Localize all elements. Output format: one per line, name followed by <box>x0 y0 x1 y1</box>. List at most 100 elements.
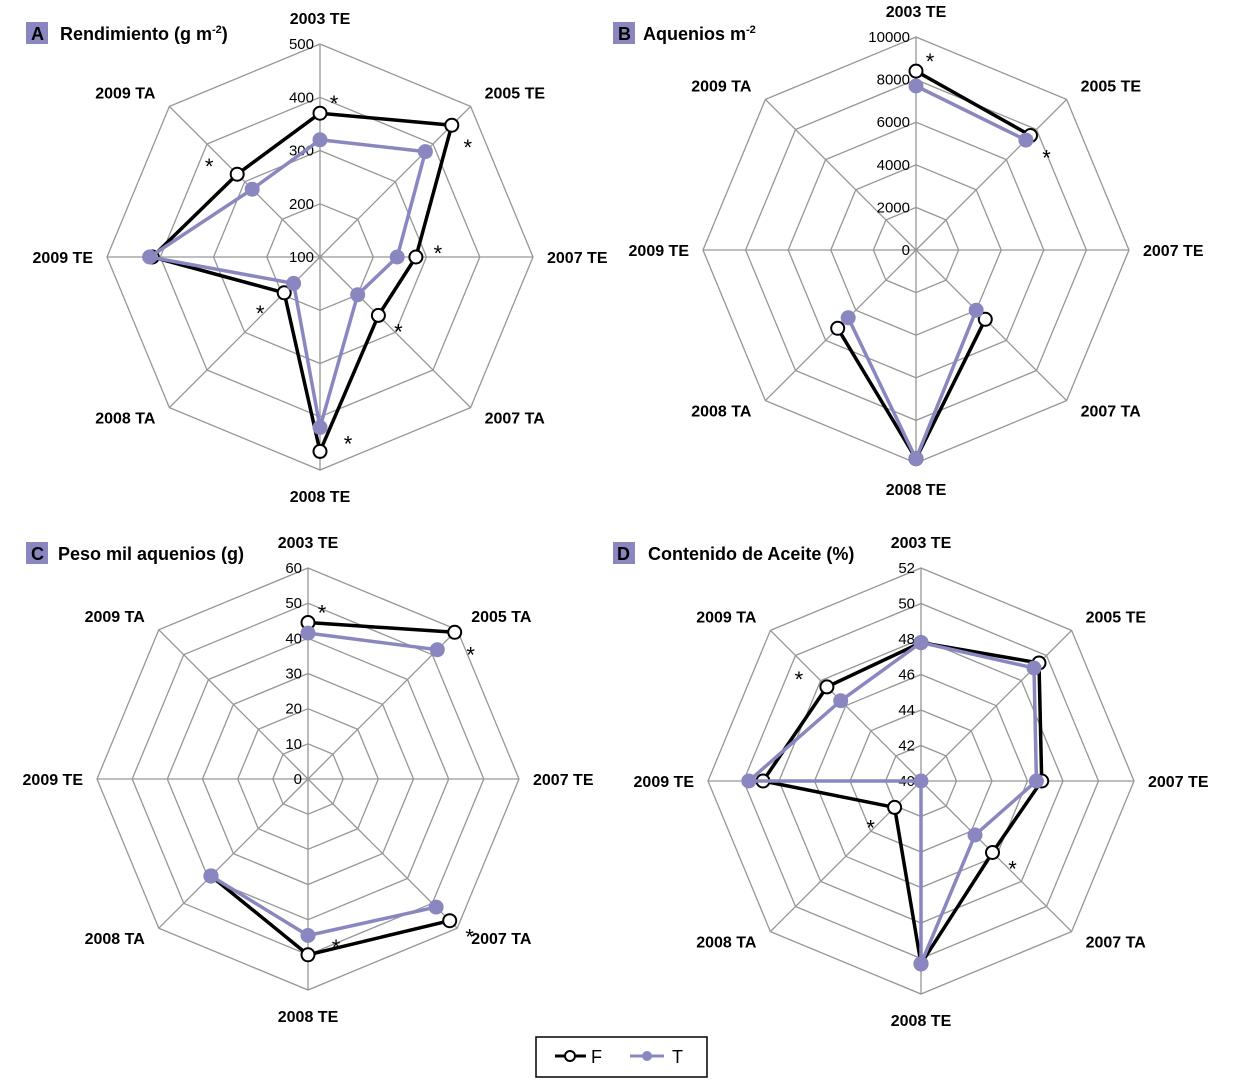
panel-title: Peso mil aquenios (g) <box>58 544 244 564</box>
axis-label: 2008 TA <box>95 411 156 428</box>
data-point-f <box>985 845 1000 860</box>
data-point-f <box>908 63 924 79</box>
axis-spoke <box>915 98 1068 251</box>
axis-label: 2007 TA <box>1081 404 1142 421</box>
data-point-f <box>229 166 245 182</box>
series-line-t <box>307 631 438 652</box>
significance-star: * <box>465 925 474 950</box>
data-point-f <box>300 947 316 963</box>
tick-label: 40 <box>285 630 302 647</box>
series-layer <box>142 105 460 459</box>
tick-label: 0 <box>902 242 910 259</box>
significance-star: * <box>332 935 341 960</box>
data-point-t <box>1018 132 1034 148</box>
axis-label: 2009 TA <box>691 78 752 95</box>
data-point-t <box>300 928 316 943</box>
data-point-t <box>833 693 849 709</box>
data-point-t <box>913 635 929 651</box>
tick-label: 60 <box>285 560 302 577</box>
panel-title: Contenido de Aceite (%) <box>648 544 854 564</box>
axis-label: 2008 TA <box>691 404 752 421</box>
tick-label: 0 <box>294 771 302 788</box>
series-layer <box>203 615 463 963</box>
significance-star: * <box>926 49 935 74</box>
tick-label: 52 <box>898 560 915 577</box>
panel-badge <box>613 542 635 564</box>
tick-label: 44 <box>898 702 915 719</box>
tick-label: 2000 <box>877 199 910 216</box>
data-point-t <box>429 642 445 658</box>
axis-label: 2007 TE <box>1148 774 1209 791</box>
legend-label-f: F <box>591 1047 602 1067</box>
data-point-f <box>977 311 993 327</box>
data-point-t <box>913 956 929 972</box>
axis-spoke <box>920 629 1073 782</box>
data-point-t <box>913 773 929 789</box>
panel-c-peso-mil-aquenios: C Peso mil aquenios (g) 0 10 20 30 40 50 60 20… <box>23 535 594 1026</box>
axis-label: 2007 TE <box>1143 243 1204 260</box>
data-point-t <box>350 287 366 303</box>
data-point-t <box>967 827 983 843</box>
data-point-t <box>312 132 328 148</box>
axis-label: 2007 TE <box>547 250 608 267</box>
tick-label: 30 <box>285 666 302 683</box>
radar-grid <box>702 36 1130 464</box>
axis-labels: 2003 TE 2005 TA 2007 TE 2007 TA 2008 TE 2008 … <box>23 535 594 1026</box>
significance-star: * <box>795 667 804 692</box>
radial-tick-labels: 0 2000 4000 6000 8000 10000 <box>868 29 910 259</box>
panel-badge <box>26 22 48 44</box>
data-point-f <box>447 624 463 640</box>
axis-label: 2009 TA <box>95 85 156 102</box>
data-point-t <box>741 773 757 789</box>
axis-spoke <box>158 778 309 929</box>
axis-labels: 2003 TE 2005 TE 2007 TE 2007 TA 2008 TE 2008 … <box>634 535 1209 1030</box>
legend-label-t: T <box>672 1047 683 1067</box>
significance-star: * <box>466 642 475 667</box>
data-point-f <box>312 443 328 459</box>
significance-star: * <box>1008 857 1017 882</box>
axis-spoke <box>319 105 472 258</box>
series-layer <box>741 635 1050 972</box>
data-point-t <box>417 144 433 160</box>
tick-label: 500 <box>289 36 314 53</box>
axis-spoke <box>319 256 472 409</box>
axis-label: 2003 TE <box>886 4 947 21</box>
data-point-f <box>312 105 328 121</box>
significance-star: * <box>330 91 339 116</box>
significance-star: * <box>256 301 265 326</box>
tick-label: 46 <box>898 667 915 684</box>
data-point-t <box>244 181 260 197</box>
axis-label: 2005 TE <box>1081 78 1142 95</box>
data-point-t <box>908 78 924 94</box>
data-point-t <box>300 625 316 641</box>
axis-label: 2008 TE <box>278 1009 339 1026</box>
data-point-f <box>370 307 386 323</box>
axis-label: 2008 TA <box>696 935 757 952</box>
series-line-f <box>915 69 1032 138</box>
radial-tick-labels: 0 10 20 30 40 50 60 <box>285 560 302 788</box>
axis-spoke <box>158 629 309 780</box>
data-point-f <box>408 249 424 265</box>
tick-label: 50 <box>285 595 302 612</box>
legend-entry-t: T <box>630 1047 683 1067</box>
significance-star: * <box>464 135 473 160</box>
tick-label: 50 <box>898 596 915 613</box>
tick-label: 8000 <box>877 72 910 89</box>
data-point-f <box>444 117 460 133</box>
tick-label: 48 <box>898 631 915 648</box>
panel-letter: B <box>618 24 631 44</box>
data-point-t <box>312 419 328 435</box>
series-line-t <box>846 309 978 464</box>
axis-label: 2009 TE <box>33 250 94 267</box>
axis-label: 2005 TE <box>1086 609 1147 626</box>
tick-label: 200 <box>289 196 314 213</box>
axis-label: 2007 TA <box>471 931 532 948</box>
series-line-t <box>915 84 1027 142</box>
legend-entry-f: F <box>555 1047 602 1067</box>
data-point-t <box>203 868 219 884</box>
tick-label: 6000 <box>877 114 910 131</box>
panel-b-aquenios: B Aquenios m-2 0 2000 4000 6000 8000 10000 20… <box>613 4 1204 499</box>
axis-spoke <box>764 98 917 251</box>
